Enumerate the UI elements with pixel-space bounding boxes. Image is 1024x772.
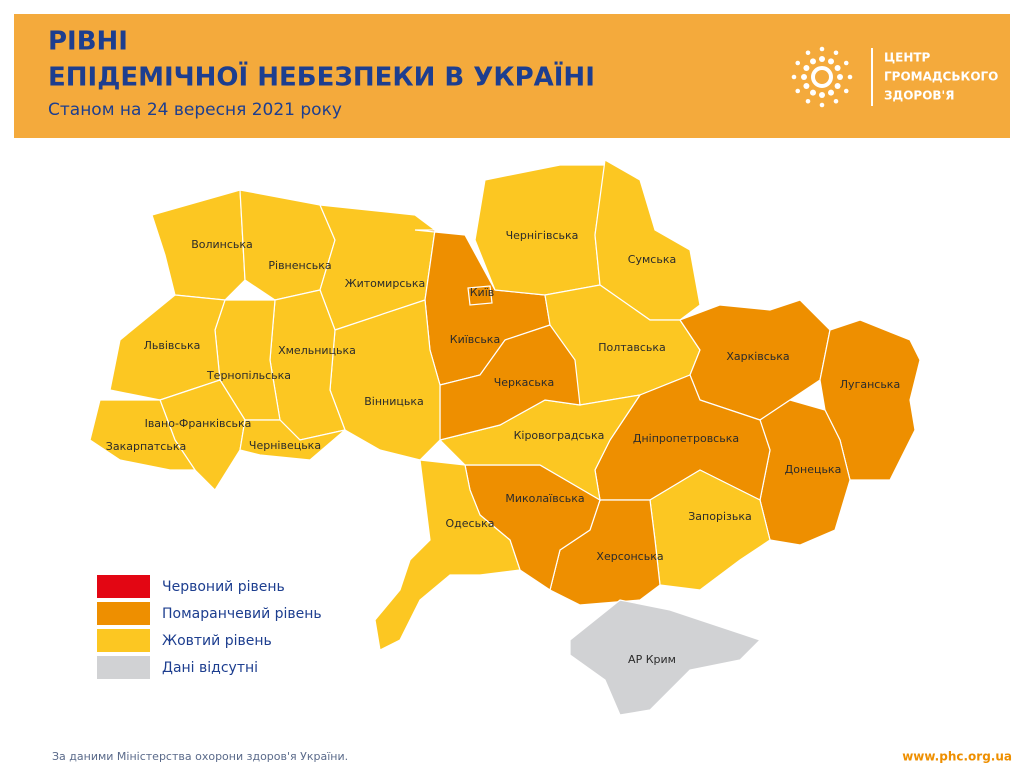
region-label: Чернівецька [249,439,321,452]
region-label: Київська [450,333,500,346]
logo-text: ЗДОРОВ'Я [884,89,954,103]
legend-label: Червоний рівень [162,579,285,595]
legend-swatch [97,656,150,679]
logo-dot [834,65,841,71]
region-label: Луганська [840,378,900,391]
logo-dot [843,88,849,94]
logo-dot [810,89,816,96]
logo-dot [847,74,853,80]
logo-icon [791,46,853,108]
logo-dot [803,65,810,71]
region-label: Закарпатська [106,440,186,453]
region [819,319,921,481]
logo-text: ЦЕНТР [884,51,931,65]
region-label: Запорізька [688,510,751,523]
region-label: Сумська [628,253,676,266]
region-label: Івано-Франківська [145,417,252,430]
subtitle: Станом на 24 вересня 2021 року [48,100,342,120]
legend-swatch [97,629,150,652]
region-label: Полтавська [598,341,666,354]
legend: Червоний рівень Помаранчевий рівень Жовтий… [97,575,322,679]
logo-dot [819,102,825,108]
region-label: АР Крим [628,653,676,666]
region-label: Житомирська [345,277,425,290]
region-label: Волинська [191,238,253,251]
logo-dot [791,74,797,80]
region [439,324,581,441]
title-line: РІВНІ [48,27,128,57]
legend-label: Помаранчевий рівень [162,606,322,622]
logo-dot [795,88,801,94]
logo-dot [819,56,825,62]
region [679,299,831,421]
region-label: Харківська [726,350,789,363]
logo-dot [795,60,801,66]
region-label: Одеська [446,517,495,530]
logo-text: ГРОМАДСЬКОГО [884,70,998,84]
logo-dot [803,83,810,89]
region-label: Миколаївська [505,492,584,505]
footer-url: www.phc.org.ua [902,750,1012,764]
region-label: Львівська [144,339,201,352]
logo-dot [810,58,816,65]
region-label: Донецька [785,463,842,476]
logo-dot [834,83,841,89]
logo-dot [843,60,849,66]
logo-dot [819,46,825,52]
legend-swatch [97,602,150,625]
logo-dot [837,74,843,80]
region-label: Хмельницька [278,344,356,357]
region [89,399,197,471]
legend-label: Жовтий рівень [162,633,272,649]
region [374,459,521,651]
title-line: ЕПІДЕМІЧНОЇ НЕБЕЗПЕКИ В УКРАЇНІ [48,61,595,93]
logo-dot [819,92,825,98]
region-label: Кіровоградська [514,429,605,442]
logo-dot [833,98,839,104]
region-label: Херсонська [596,550,663,563]
header-band [14,14,1010,138]
logo-dot [801,74,807,80]
region-label: Чернігівська [506,229,579,242]
region-label: Рівненська [268,259,331,272]
logo-dot [805,50,811,56]
region-label: Тернопільська [206,369,291,382]
region-label: Вінницька [364,395,424,408]
region [467,285,493,306]
footer-source: За даними Міністерства охорони здоров'я … [52,750,348,763]
legend-label: Дані відсутні [162,660,258,676]
logo-dot [828,58,834,65]
map: Волинська Рівненська Житомирська Київська Ки… [89,159,921,716]
region-label: Київ [470,286,495,299]
region [569,599,762,716]
logo-dot [805,98,811,104]
logo-dot [833,50,839,56]
region-label: Дніпропетровська [633,432,739,445]
region [239,419,346,461]
region [594,159,701,321]
region-label: Черкаська [494,376,555,389]
legend-swatch [97,575,150,598]
logo-dot [828,89,834,96]
